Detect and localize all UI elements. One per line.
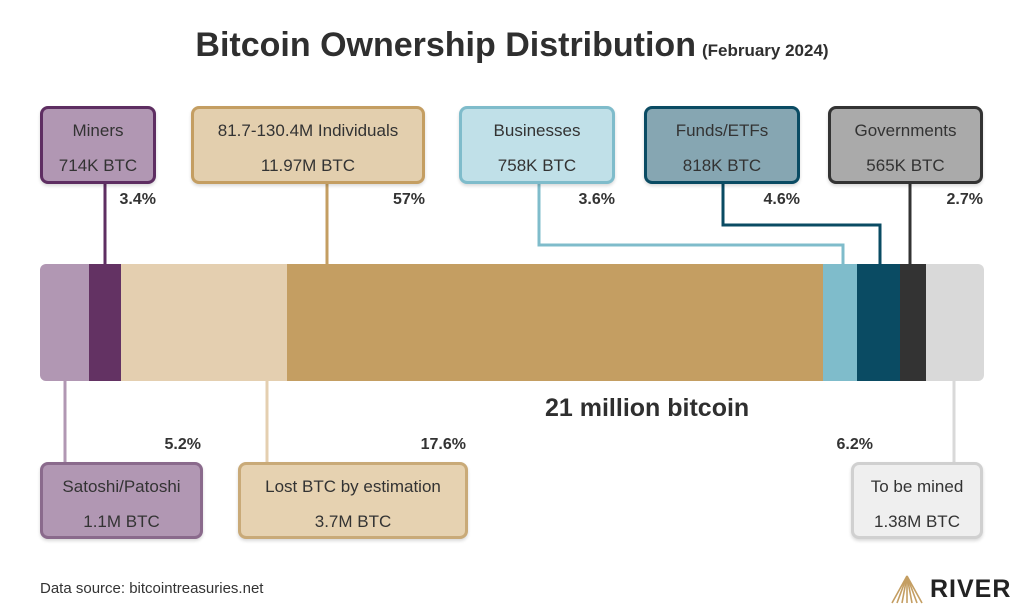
percent-label-satoshi: 5.2% [164,436,201,453]
title-text: Bitcoin Ownership Distribution [195,26,696,64]
data-source: Data source: bitcointreasuries.net [40,580,264,597]
bar-segment-governments [900,264,926,381]
bar-segment-funds-etfs [856,264,901,381]
river-mountain-icon [891,575,923,604]
river-logo: RIVER [890,574,1011,604]
callout-label: Funds/ETFs [675,121,769,140]
bar-segment-businesses [823,264,857,381]
callout-miners: Miners 714K BTC [40,106,156,184]
callout-amount: 3.7M BTC [314,512,392,531]
callout-amount: 11.97M BTC [260,156,356,175]
bar-segment-81-7-130-4m-individuals [286,264,824,381]
bar-segment-lost-btc-by-estimation [120,264,287,381]
callout-businesses: Businesses 758K BTC [459,106,615,184]
callout-label: 81.7-130.4M Individuals [217,121,399,140]
subtitle-text: (February 2024) [701,41,829,60]
callout-label: Businesses [493,121,581,140]
percent-label-funds: 4.6% [763,191,800,208]
callout-lost: Lost BTC by estimation 3.7M BTC [238,462,468,539]
callout-amount: 818K BTC [682,156,762,175]
percent-label-governments: 2.7% [946,191,983,208]
connector-businesses [537,183,845,264]
callout-funds: Funds/ETFs 818K BTC [644,106,800,184]
total-label: 21 million bitcoin [545,394,750,422]
percent-label-to-be-mined: 6.2% [836,436,873,453]
callout-individuals: 81.7-130.4M Individuals 11.97M BTC [191,106,425,184]
bar-segment-miners [88,264,121,381]
percent-label-miners: 3.4% [119,191,156,208]
callout-satoshi: Satoshi/Patoshi 1.1M BTC [40,462,203,539]
callout-label: Lost BTC by estimation [265,477,441,496]
percent-label-businesses: 3.6% [578,191,615,208]
callout-amount: 1.38M BTC [874,512,960,531]
callout-amount: 565K BTC [866,156,945,175]
callout-label: Miners [72,121,124,140]
stacked-bar [40,264,984,381]
bar-segment-to-be-mined [925,264,984,381]
callout-label: To be mined [870,477,964,496]
logo-text: RIVER [930,574,1012,603]
callout-to-be-mined: To be mined 1.38M BTC [851,462,983,539]
callout-amount: 1.1M BTC [83,512,160,531]
callout-amount: 758K BTC [497,156,577,175]
percent-label-individuals: 57% [392,191,425,208]
connector-funds [721,183,882,264]
callout-label: Governments [854,121,957,140]
percent-label-lost: 17.6% [420,436,466,453]
callout-label: Satoshi/Patoshi [62,477,181,496]
callout-amount: 714K BTC [58,156,138,175]
bar-segment-satoshi-patoshi [40,264,89,381]
chart-title: Bitcoin Ownership Distribution (February … [0,26,1024,65]
callout-governments: Governments 565K BTC [828,106,983,184]
